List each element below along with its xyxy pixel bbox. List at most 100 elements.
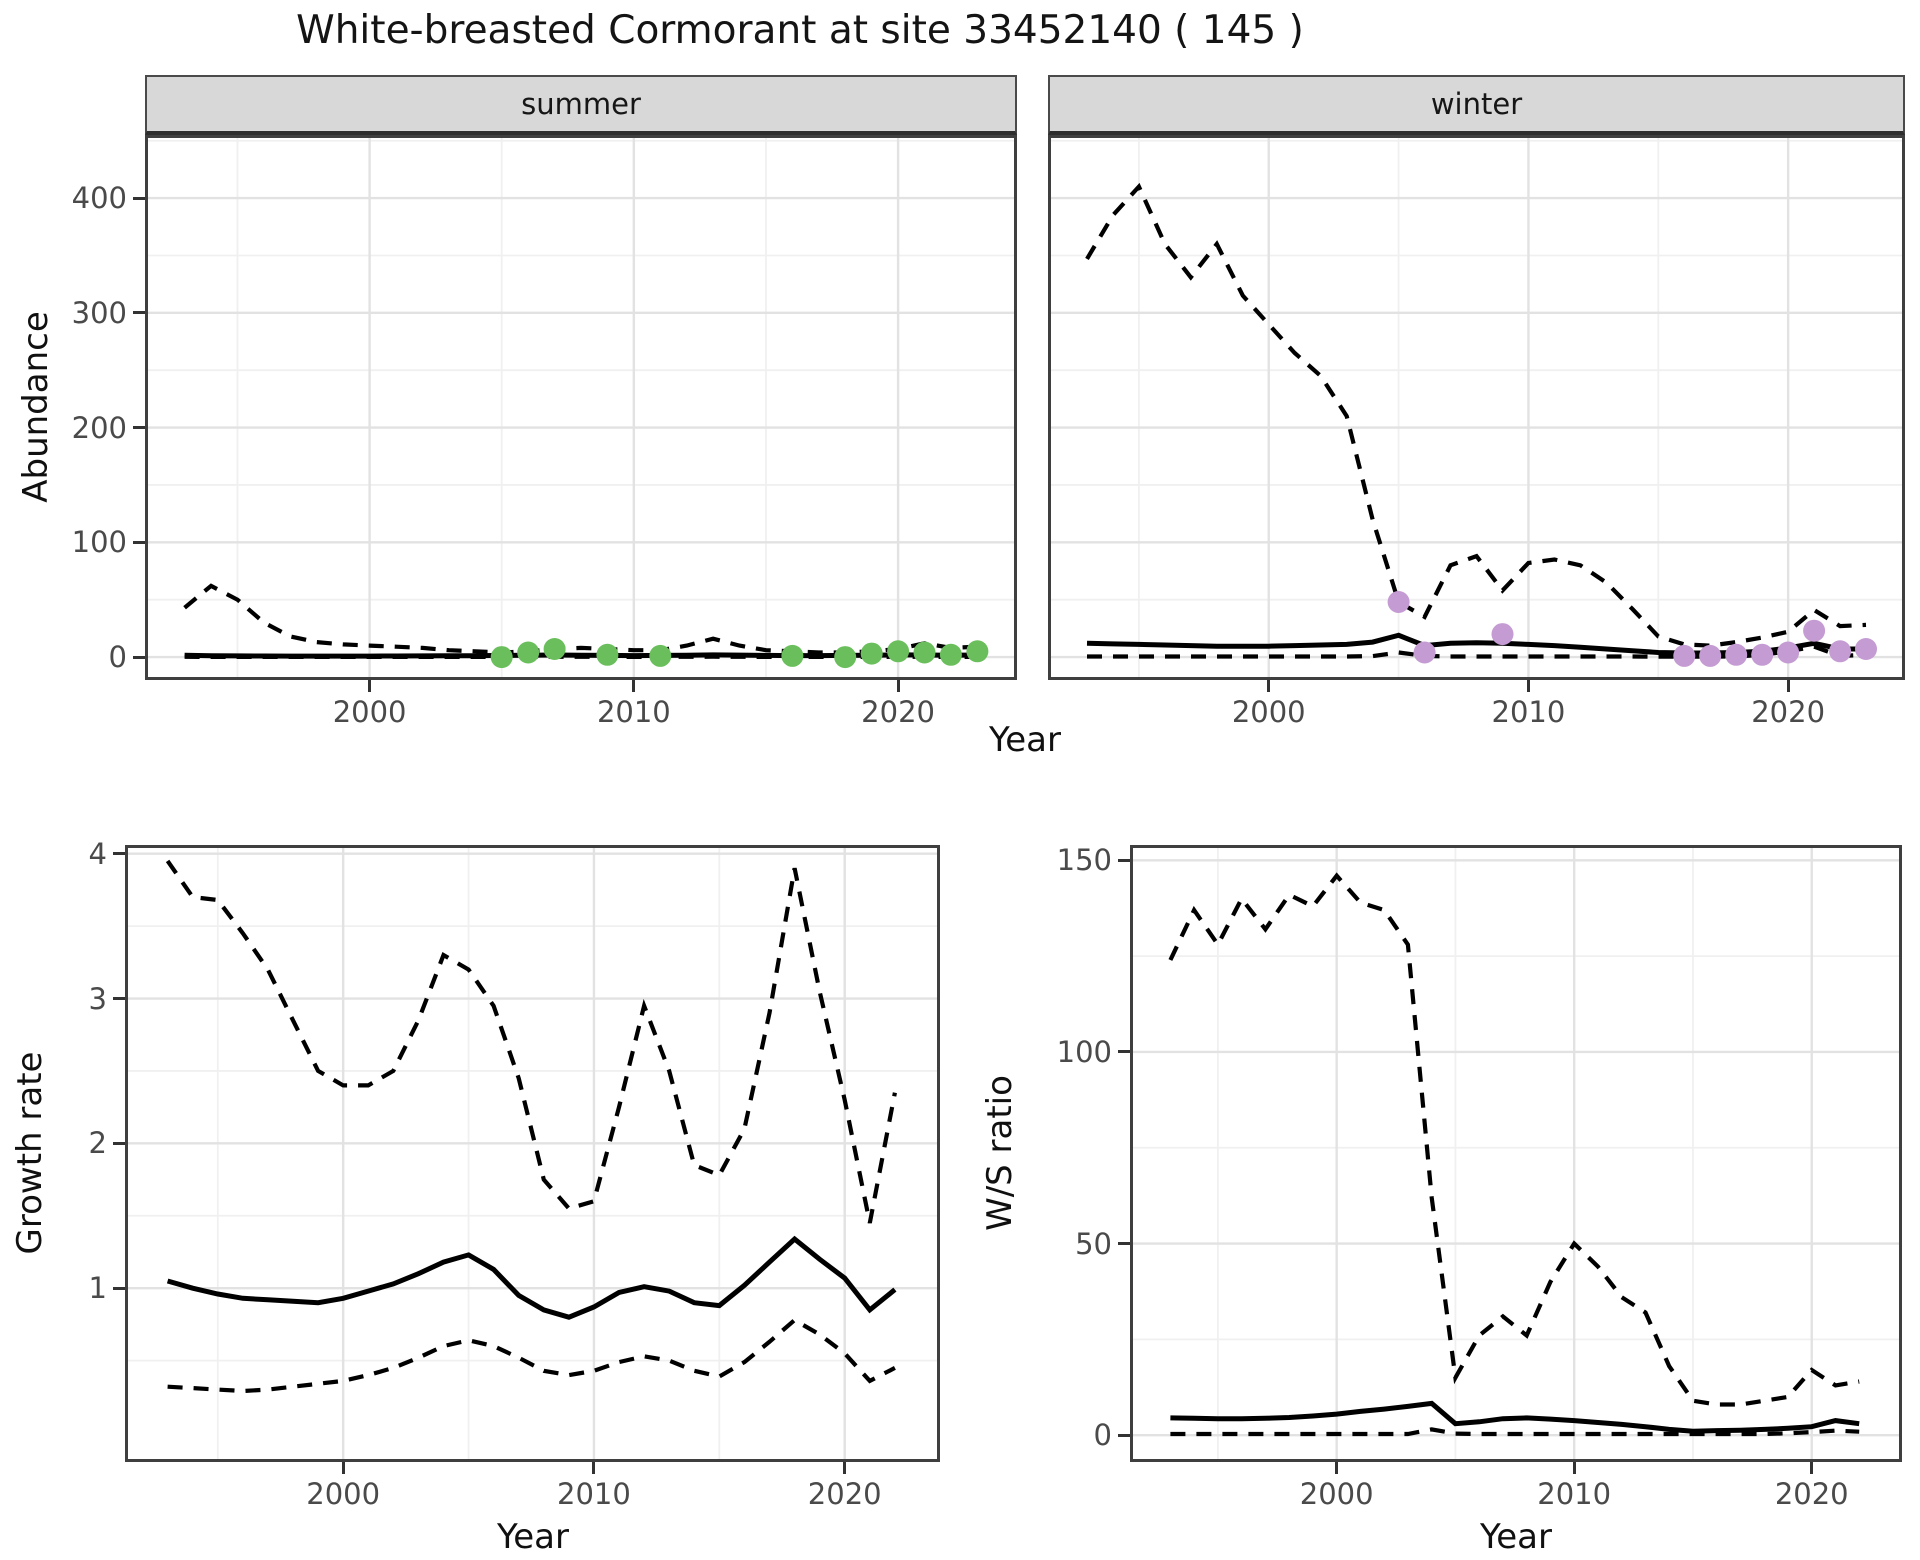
panel-summer-upper-ci-line [183,583,978,655]
x-tick-label: 2010 [557,1477,631,1511]
x-tick-mark [1572,1462,1576,1474]
x-tick-mark [1526,680,1530,692]
panel-growth-median-line [166,1235,897,1320]
y-tick-mark [1118,1242,1130,1246]
panel-border [145,135,1017,680]
panel-summer-median-line [184,652,978,659]
y-tick-label: 4 [88,836,107,871]
panel-summer-observation-point [939,643,962,666]
y-tick-mark [133,540,145,544]
x-tick-label: 2020 [1751,695,1826,729]
y-tick-mark [113,1286,125,1290]
panel-summer-observation-point [966,640,989,663]
panel-winter-observation-point [1803,619,1826,642]
x-tick-label: 2000 [332,695,407,729]
panel-summer-observation-point [913,641,936,664]
y-tick-label: 1 [88,1271,107,1306]
x-tick-mark [1267,680,1271,692]
panel-winter-observation-point [1777,641,1800,664]
y-tick-mark [133,196,145,200]
y-tick-mark [113,852,125,856]
panel-winter-observation-point [1673,644,1696,667]
panel-winter-observation-point [1699,644,1722,667]
growth-rate-panel [125,845,940,1462]
facet-strip-winter: winter [1048,75,1905,135]
panel-summer-observation-point [596,643,619,666]
x-tick-label: 2000 [1299,1477,1374,1511]
facet-strip-winter-label: winter [1430,87,1523,121]
x-tick-mark [592,1462,596,1474]
ws-ratio-x-axis-title: Year [1480,1517,1552,1557]
panel-summer-observation-point [834,646,857,669]
ws-ratio-panel [1130,845,1902,1462]
y-tick-label: 100 [1056,1034,1112,1069]
abundance-winter-panel [1048,135,1905,680]
y-tick-label: 100 [71,525,127,560]
panel-ratio-lower-ci-line [1170,1427,1860,1437]
y-tick-mark [133,655,145,659]
panel-winter-upper-ci-line [1085,182,1867,648]
panel-winter-observation-point [1751,643,1774,666]
panel-winter-observation-point [1725,643,1748,666]
panel-summer-observation-point [517,641,540,664]
facet-strip-summer-label: summer [521,87,641,121]
x-tick-mark [843,1462,847,1474]
y-tick-label: 3 [88,981,107,1016]
y-tick-mark [113,997,125,1001]
y-tick-label: 2 [88,1126,107,1161]
y-tick-label: 300 [71,295,127,330]
panel-border [1048,135,1905,680]
y-tick-label: 50 [1075,1226,1112,1261]
panel-summer-observation-point [781,644,804,667]
x-tick-label: 2000 [1231,695,1306,729]
y-tick-mark [133,426,145,430]
x-tick-label: 2020 [861,695,935,729]
growth-rate-x-axis-title: Year [497,1517,569,1557]
x-tick-mark [1335,1462,1339,1474]
abundance-x-axis-title: Year [989,720,1061,760]
facet-strip-summer: summer [145,75,1017,135]
y-tick-label: 200 [71,410,127,445]
y-tick-mark [133,311,145,315]
x-tick-mark [368,680,372,692]
y-tick-label: 400 [71,181,127,216]
x-tick-label: 2000 [306,1477,381,1511]
ws-ratio-y-axis-title: W/S ratio [980,1075,1020,1231]
x-tick-label: 2010 [1491,695,1566,729]
panel-border [125,845,940,1462]
y-tick-label: 150 [1056,843,1112,878]
x-tick-label: 2020 [807,1477,882,1511]
panel-border [1130,845,1902,1462]
x-tick-label: 2020 [1774,1477,1849,1511]
panel-winter-observation-point [1829,640,1852,663]
y-tick-label: 0 [108,640,127,675]
x-tick-mark [1786,680,1790,692]
y-tick-label: 0 [1093,1418,1112,1453]
panel-growth-upper-ci-line [165,859,897,1224]
panel-summer-observation-point [490,646,513,669]
panel-summer-observation-point [887,640,910,663]
panel-summer-observation-point [649,644,672,667]
panel-summer-observation-point [543,638,566,660]
panel-winter-observation-point [1491,623,1514,646]
panel-ratio-median-line [1170,1400,1860,1434]
y-tick-mark [113,1141,125,1145]
panel-winter-observation-point [1855,638,1877,660]
figure-title: White-breasted Cormorant at site 3345214… [296,8,1304,53]
x-tick-label: 2010 [1537,1477,1612,1511]
x-tick-label: 2010 [596,695,671,729]
y-tick-mark [1118,1433,1130,1437]
panel-ratio-upper-ci-line [1168,872,1860,1407]
x-tick-mark [1810,1462,1814,1474]
panel-summer-observation-point [860,642,883,665]
panel-growth-lower-ci-line [167,1317,896,1394]
y-tick-mark [1118,1050,1130,1054]
x-tick-mark [896,680,900,692]
growth-rate-y-axis-title: Growth rate [10,1051,50,1255]
panel-winter-observation-point [1413,641,1436,664]
y-tick-mark [1118,858,1130,862]
abundance-y-axis-title: Abundance [16,311,56,503]
x-tick-mark [632,680,636,692]
panel-winter-observation-point [1387,591,1410,613]
